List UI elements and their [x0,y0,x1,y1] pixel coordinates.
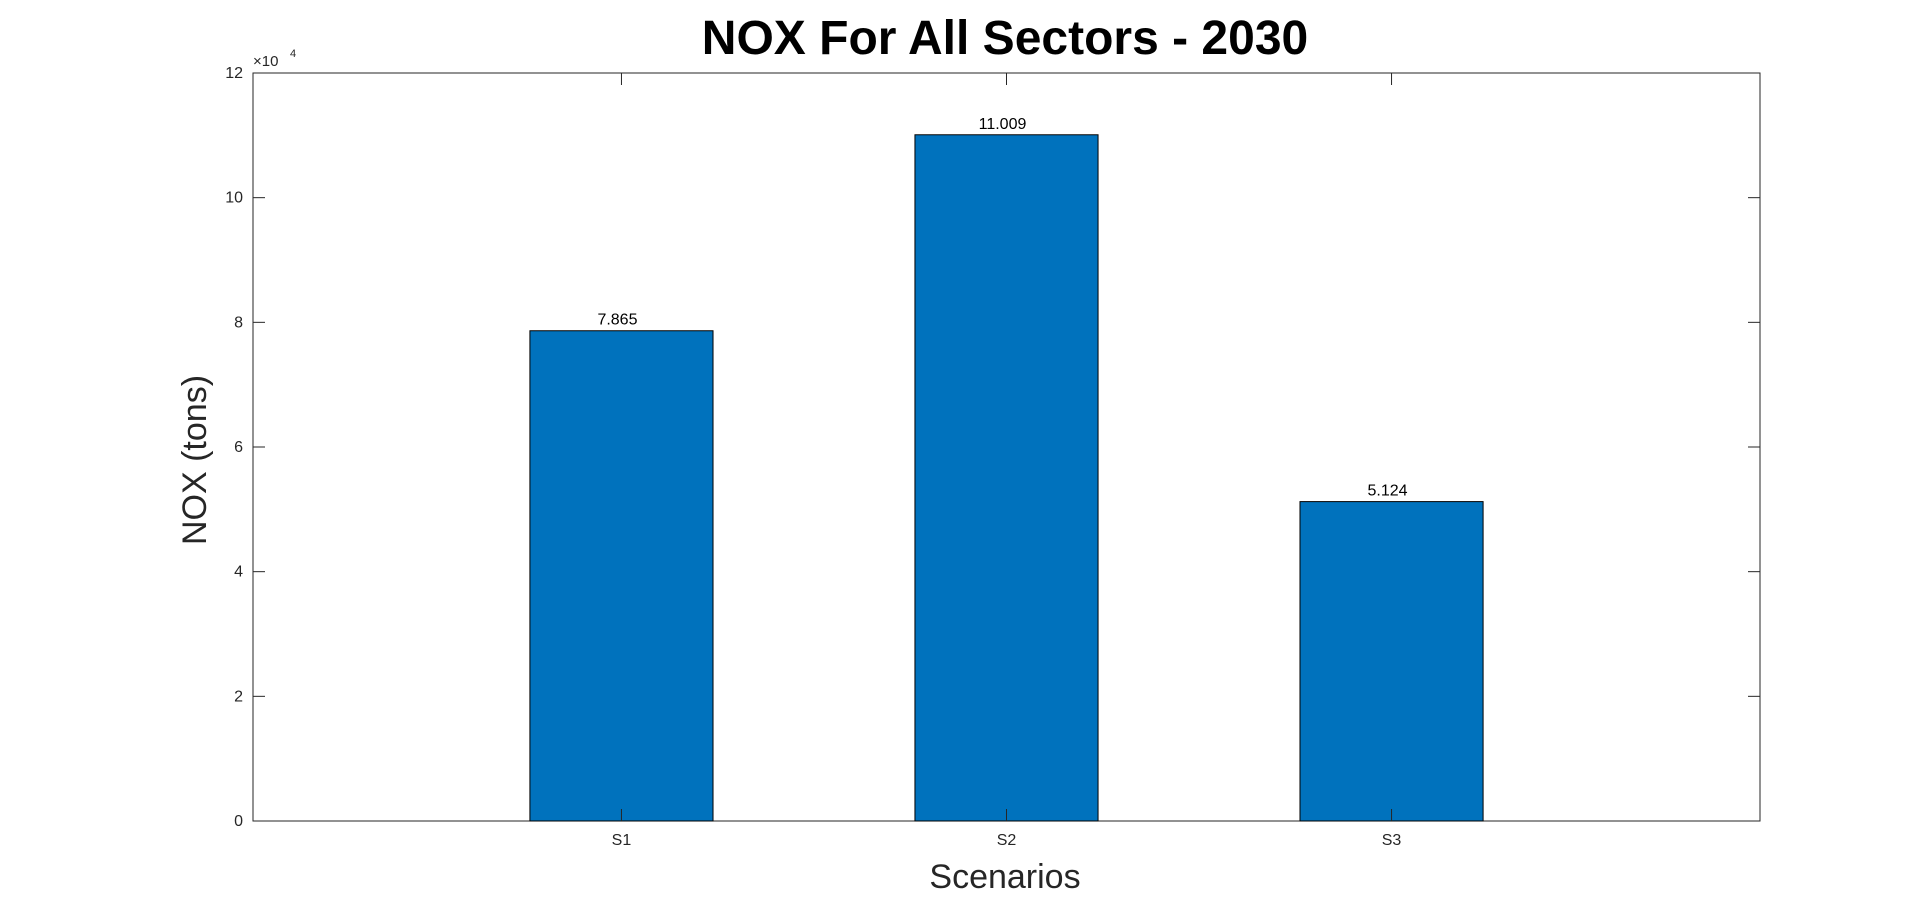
y-tick-label: 8 [234,314,243,331]
data-label: 5.124 [1368,483,1408,500]
x-tick-label: S2 [997,832,1017,849]
chart-title: NOX For All Sectors - 2030 [702,12,1308,65]
y-axis-exponent-base: ×10 [253,53,278,70]
y-tick-label: 12 [225,65,243,82]
bar-s3 [1299,501,1484,822]
data-label: 11.009 [979,116,1027,133]
x-axis-title: Scenarios [929,858,1080,896]
y-axis-title: NOX (tons) [176,375,214,545]
y-tick-label: 0 [234,813,243,830]
y-tick-label: 6 [234,439,243,456]
x-tick-label: S1 [612,832,632,849]
y-axis-exponent-power: 4 [290,48,296,60]
y-tick-label: 4 [234,564,243,581]
y-axis-exponent: ×10 4 [253,48,296,70]
data-label: 7.865 [597,312,637,329]
bar-s1 [529,330,714,822]
bar-s2 [914,134,1099,822]
plot-area: 0 2 4 6 8 10 12 S1 7.865 S2 11.009 S3 5.124 [225,65,1761,849]
y-tick-label: 2 [234,688,243,705]
y-tick-label: 10 [225,190,243,207]
x-tick-label: S3 [1382,832,1402,849]
